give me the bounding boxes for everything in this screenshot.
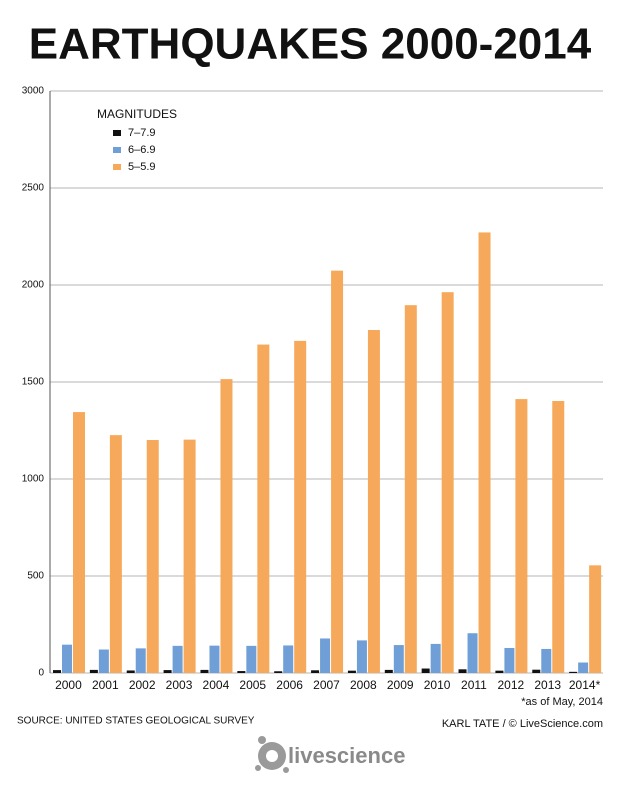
bar [478,232,491,673]
legend-swatch [113,164,121,170]
y-tick-label: 3000 [22,86,45,97]
bar [89,669,98,673]
y-tick-label: 500 [27,571,44,582]
logo: livescience [288,743,405,768]
bar [331,270,344,673]
bar [183,439,196,673]
bar [320,638,331,673]
x-tick-label: 2007 [313,678,340,692]
chart-title: EARTHQUAKES 2000-2014 [29,20,592,69]
logo-splash [255,736,289,773]
bar [311,670,320,673]
bar [98,649,109,673]
bar [552,401,565,673]
bar [135,648,146,673]
bar [257,344,270,673]
bar [53,670,61,673]
x-tick-label: 2014* [569,678,601,692]
legend-swatch [113,147,121,153]
bar [578,662,589,673]
bar [126,670,135,673]
bar [347,670,356,673]
legend-label: 6–6.9 [128,144,156,156]
bar [541,648,552,673]
x-tick-label: 2002 [129,678,156,692]
x-tick-label: 2005 [239,678,266,692]
x-tick-label: 2000 [55,678,82,692]
bar [73,412,85,673]
bar [274,671,283,673]
bar [62,644,72,673]
legend-label: 7–7.9 [128,127,156,139]
bar [356,640,367,673]
bar [367,330,380,673]
bar [495,670,504,673]
bar [589,565,602,673]
bar [393,645,404,673]
x-tick-label: 2013 [534,678,561,692]
bar [384,669,393,673]
x-tick-label: 2008 [350,678,377,692]
y-tick-label: 2000 [22,280,45,291]
x-tick-label: 2011 [461,678,487,692]
y-tick-label: 0 [38,668,44,679]
note: *as of May, 2014 [521,696,603,708]
bar [504,647,515,673]
bar [515,399,528,673]
bar [109,435,122,673]
x-tick-label: 2003 [166,678,193,692]
legend-swatch [113,130,121,136]
bar [441,292,454,673]
bar [209,645,220,673]
bar [163,670,172,673]
bar [220,379,233,673]
bar [294,340,307,673]
x-tick-label: 2009 [387,678,414,692]
x-tick-label: 2001 [92,678,119,692]
bar [421,668,430,673]
legend-label: 5–5.9 [128,161,156,173]
bar [467,633,478,673]
x-tick-label: 2004 [203,678,230,692]
bar [404,305,417,673]
y-tick-label: 1000 [22,474,45,485]
bar [569,671,578,673]
x-tick-label: 2012 [497,678,524,692]
bar [458,669,467,673]
x-tick-label: 2010 [424,678,451,692]
y-tick-label: 1500 [22,377,45,388]
y-tick-label: 2500 [22,183,45,194]
credit: KARL TATE / © LiveScience.com [442,718,603,730]
bar [200,669,209,673]
x-tick-label: 2006 [276,678,303,692]
source: SOURCE: UNITED STATES GEOLOGICAL SURVEY [17,716,255,727]
bar [532,669,541,673]
bar [430,643,441,673]
bar [146,440,159,673]
bar [283,645,294,673]
bar [246,645,257,673]
legend-title: MAGNITUDES [97,107,177,121]
bar [172,645,183,673]
bar [237,671,246,673]
